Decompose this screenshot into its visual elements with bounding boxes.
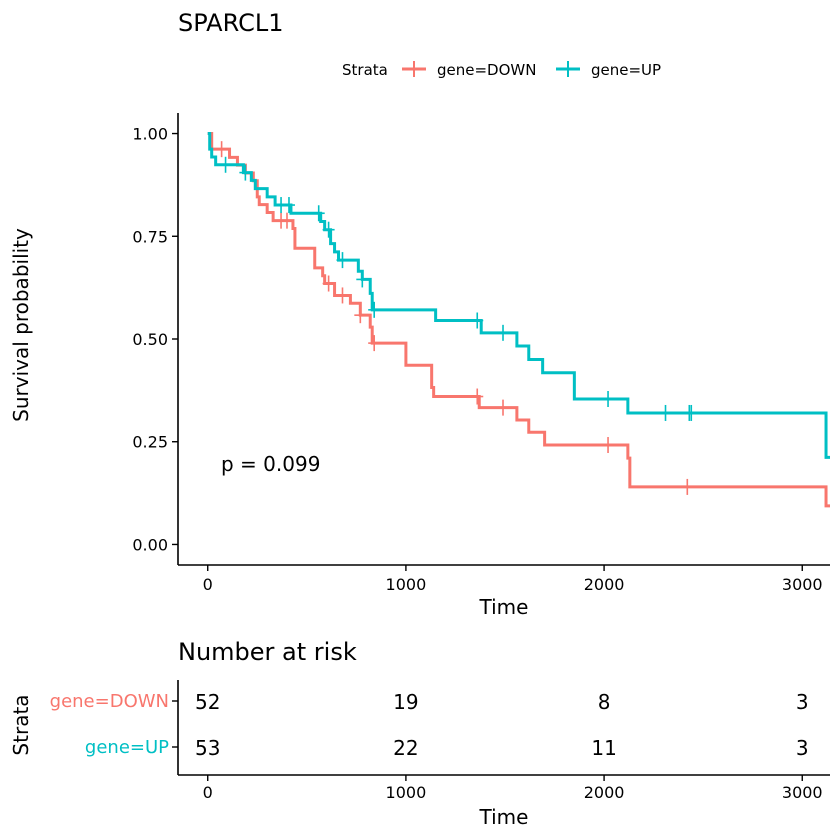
axis-ticks: 0.00 0.25 0.50 0.75 1.00 0 1000 2000 3000 [132, 125, 822, 594]
x-tick-label: 2000 [584, 575, 625, 594]
survival-curves [207, 132, 830, 508]
y-tick-label: 0.00 [132, 535, 168, 554]
x-tick-label: 0 [203, 575, 213, 594]
risk-count: 8 [598, 690, 611, 714]
legend-title: Strata [342, 61, 388, 79]
y-axis-label: Survival probability [9, 228, 33, 422]
risk-count: 3 [796, 736, 809, 760]
risk-count: 19 [393, 690, 418, 714]
y-tick-label: 1.00 [132, 125, 168, 144]
x-tick-label: 3000 [782, 575, 823, 594]
risk-x-tick-label: 1000 [386, 783, 427, 802]
survival-curve-down [207, 132, 830, 508]
risk-count: 11 [591, 736, 616, 760]
x-axis-label: Time [479, 595, 529, 619]
risk-count: 53 [195, 736, 220, 760]
y-tick-label: 0.75 [132, 227, 168, 246]
risk-count: 52 [195, 690, 220, 714]
legend-key-down [402, 61, 426, 77]
survival-curve-up [207, 132, 830, 459]
x-tick-label: 1000 [386, 575, 427, 594]
risk-count: 22 [393, 736, 418, 760]
legend-key-up [556, 61, 580, 77]
risk-row-label: gene=DOWN [50, 691, 169, 712]
legend: Strata gene=DOWN gene=UP [342, 61, 661, 79]
risk-x-tick-label: 3000 [782, 783, 823, 802]
risk-table-x-label: Time [479, 805, 529, 829]
risk-x-tick-label: 2000 [584, 783, 625, 802]
legend-label-down: gene=DOWN [437, 61, 536, 79]
p-value-annotation: p = 0.099 [221, 452, 320, 476]
risk-row-label: gene=UP [85, 737, 169, 758]
legend-label-up: gene=UP [591, 61, 661, 79]
y-tick-label: 0.25 [132, 433, 168, 452]
risk-count: 3 [796, 690, 809, 714]
risk-x-tick-label: 0 [203, 783, 213, 802]
chart-title: SPARCL1 [178, 9, 283, 37]
risk-table-y-label: Strata [9, 694, 33, 755]
risk-table-title: Number at risk [178, 638, 357, 666]
risk-table: gene=DOWN 52 19 8 3 gene=UP 53 22 11 3 0 1000 2000 30… [50, 690, 823, 802]
y-tick-label: 0.50 [132, 330, 168, 349]
